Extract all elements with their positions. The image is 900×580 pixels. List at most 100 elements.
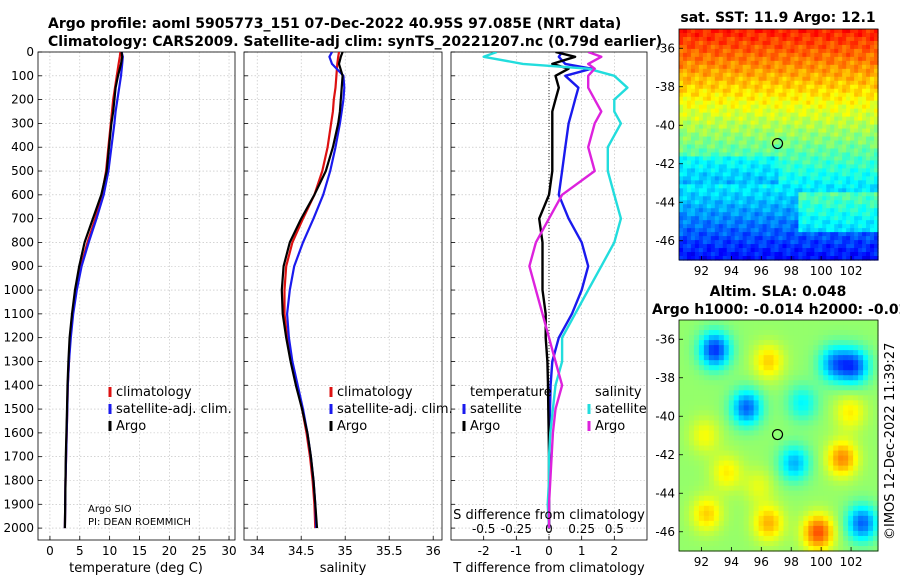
map-cell <box>743 540 750 547</box>
map-cell <box>826 188 831 193</box>
map-cell <box>746 128 752 134</box>
map-cell <box>853 430 859 437</box>
map-cell <box>693 500 700 507</box>
map-cell <box>714 112 720 118</box>
map-cell <box>822 184 827 189</box>
map-cell <box>682 148 688 154</box>
map-cell <box>853 400 859 406</box>
map-cell <box>858 248 863 253</box>
map-cell <box>830 220 835 225</box>
map-cell <box>683 515 690 522</box>
map-cell <box>728 370 735 376</box>
map-cell <box>868 505 874 512</box>
map-cell <box>808 410 814 417</box>
map-cell <box>874 116 879 122</box>
map-cell <box>808 340 814 346</box>
map-cell <box>826 248 831 253</box>
map-cell <box>822 92 827 98</box>
map-cell <box>858 29 863 34</box>
map-cell <box>688 475 695 482</box>
map-cell <box>826 64 831 70</box>
map-cell <box>746 32 752 38</box>
map-cell <box>854 236 859 241</box>
map-cell <box>788 515 795 522</box>
map-cell <box>794 92 799 98</box>
map-cell <box>866 196 871 201</box>
map-cell <box>754 76 760 82</box>
map-cell <box>714 124 720 130</box>
map-cell <box>842 92 847 98</box>
map-cell <box>686 84 692 90</box>
map-cell <box>798 545 804 552</box>
map-cell <box>710 40 716 46</box>
map-cell <box>713 485 720 492</box>
map-cell <box>802 92 807 98</box>
map-cell <box>782 228 788 233</box>
map-cell <box>782 160 788 166</box>
map-cell <box>722 232 728 237</box>
map-cell <box>763 430 770 437</box>
map-cell <box>738 160 744 166</box>
map-cell <box>828 490 834 497</box>
map-cell <box>746 108 752 114</box>
map-cell <box>733 540 740 547</box>
map-cell <box>858 192 863 197</box>
top-tick-label: 0.5 <box>605 522 624 536</box>
map-cell <box>728 385 735 391</box>
map-cell <box>803 430 809 437</box>
map-cell <box>863 455 869 462</box>
map-cell <box>818 112 823 118</box>
map-cell <box>793 390 799 396</box>
map-cell <box>734 180 740 185</box>
map-cell <box>828 445 834 452</box>
map-cell <box>703 535 710 542</box>
map-cell <box>866 184 871 189</box>
map-cell <box>814 40 819 46</box>
map-cell <box>766 32 772 38</box>
map-cell <box>790 244 796 249</box>
map-cell <box>763 470 770 477</box>
map-cell <box>870 256 875 261</box>
map-cell <box>702 192 708 197</box>
map-cell <box>813 330 819 336</box>
map-cell <box>770 232 776 237</box>
map-cell <box>726 200 732 205</box>
map-cell <box>713 335 720 341</box>
map-cell <box>782 32 788 38</box>
map-cell <box>850 184 855 189</box>
map-cell <box>693 540 700 547</box>
y-tick-label: 100 <box>11 69 34 83</box>
map-cell <box>790 196 796 201</box>
map-cell <box>723 450 730 457</box>
map-cell <box>702 256 708 261</box>
map-cell <box>868 350 874 356</box>
map-cell <box>713 410 720 417</box>
map-cell <box>686 184 692 189</box>
map-cell <box>750 124 756 130</box>
map-cell <box>778 176 784 181</box>
map-cell <box>794 56 799 62</box>
map-cell <box>778 365 785 371</box>
map-cell <box>830 204 835 209</box>
map-cell <box>863 490 869 497</box>
map-cell <box>694 36 700 42</box>
map-cell <box>766 236 772 241</box>
map-cell <box>773 500 780 507</box>
map-cell <box>690 132 696 138</box>
map-cell <box>806 100 811 106</box>
map-cell <box>682 48 688 54</box>
map-cell <box>786 184 792 189</box>
map-cell <box>814 152 819 158</box>
map-cell <box>830 188 835 193</box>
map-cell <box>738 345 745 351</box>
map-cell <box>743 530 750 537</box>
map-cell <box>798 36 803 42</box>
map-cell <box>834 140 839 146</box>
map-cell <box>754 40 760 46</box>
map-cell <box>788 350 795 356</box>
map-cell <box>738 136 744 142</box>
map-cell <box>730 216 736 221</box>
map-cell <box>813 540 819 547</box>
map-cell <box>858 540 864 547</box>
map-cell <box>734 64 740 70</box>
